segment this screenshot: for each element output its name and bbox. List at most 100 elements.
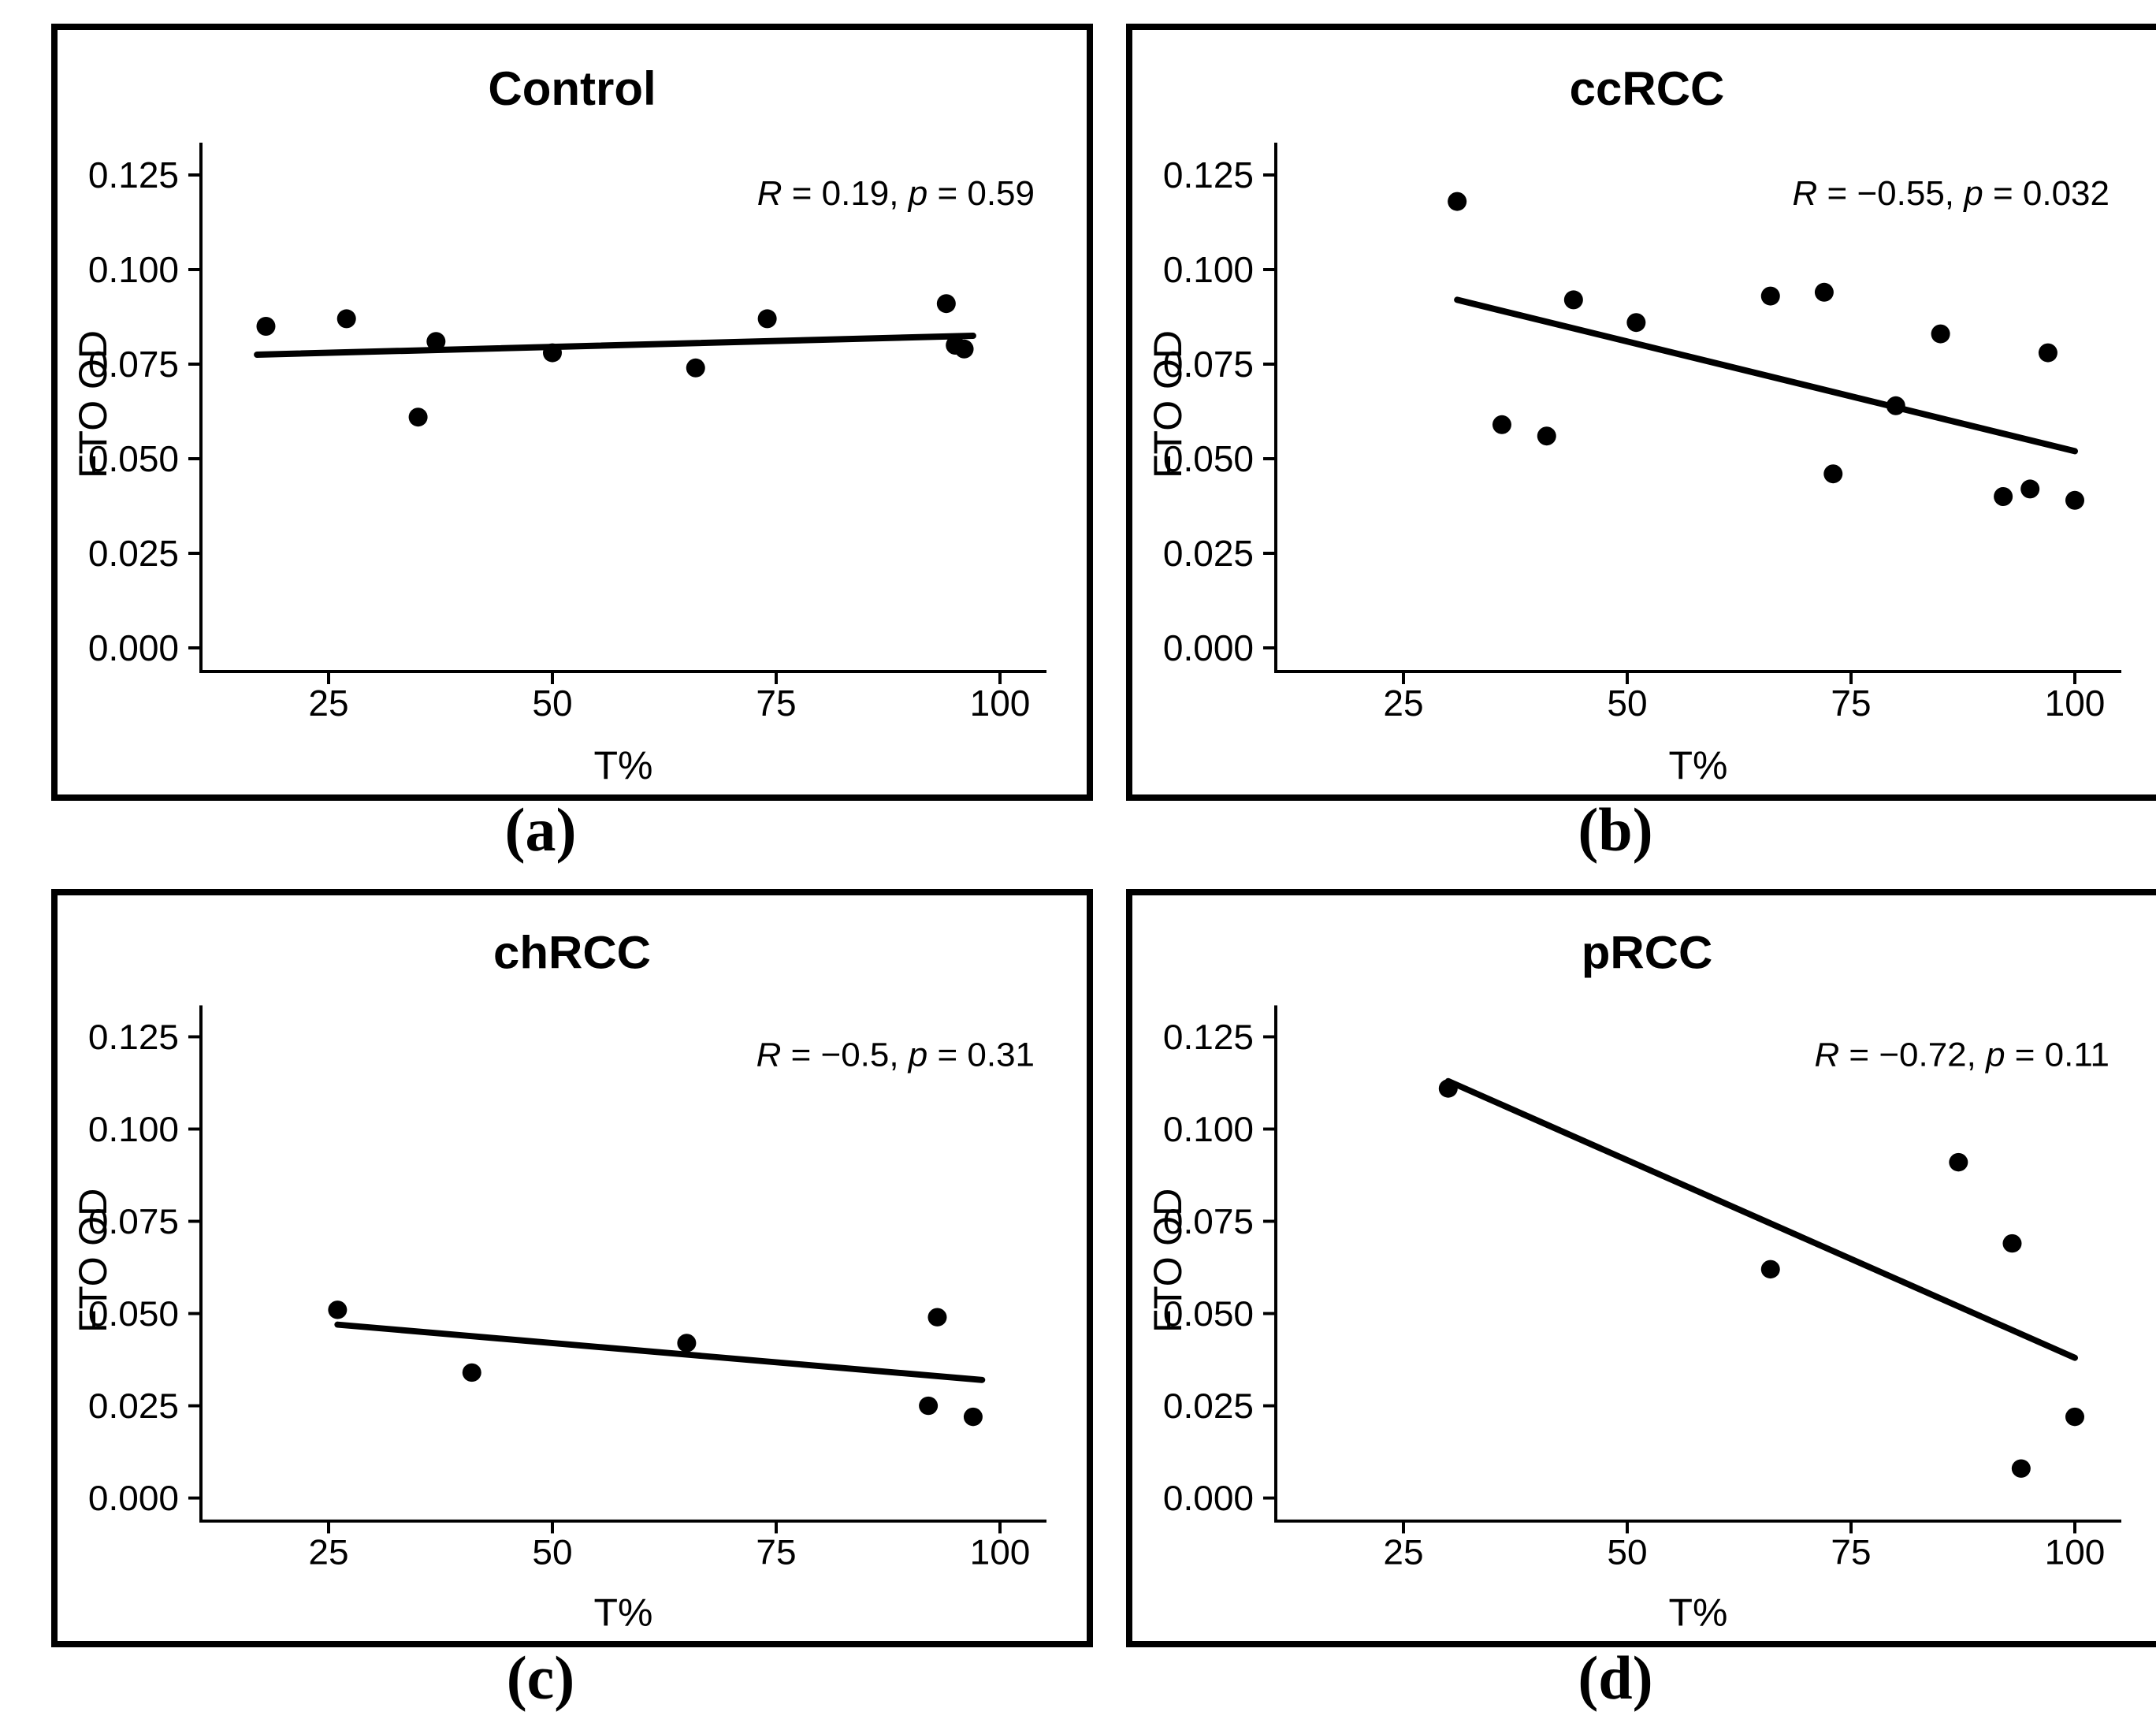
data-point — [328, 1300, 348, 1319]
data-point — [1537, 426, 1556, 446]
data-point — [462, 1363, 481, 1382]
y-axis-label: FTO OD — [1146, 1189, 1190, 1333]
chart-title: Control — [488, 62, 656, 115]
x-tick-label: 25 — [1383, 1532, 1423, 1572]
y-tick-label: 0.050 — [88, 1294, 179, 1334]
data-point — [757, 309, 777, 329]
data-point — [1949, 1152, 1968, 1172]
panel-caption-b: (b) — [1578, 795, 1653, 864]
chart-title: pRCC — [1582, 926, 1713, 978]
plot-area: 0.000 0.025 0.050 0.075 0.100 0.125 25 50 75 100 — [88, 1005, 1046, 1572]
y-axis-label: FTO OD — [71, 1189, 115, 1333]
y-tick-label: 0.100 — [1163, 1110, 1254, 1149]
chart-title: ccRCC — [1570, 62, 1725, 115]
stats-annotation: R = −0.72, p = 0.11 — [1814, 1036, 2110, 1074]
data-point — [1886, 396, 1905, 415]
data-point — [2065, 1407, 2084, 1427]
x-tick-label: 50 — [1607, 683, 1647, 724]
data-point — [2011, 1459, 2031, 1478]
x-tick-label: 25 — [1383, 683, 1423, 724]
panel-ccrcc: ccRCC R = −0.55, p = 0.032 FTO OD T% 0.0… — [1126, 24, 2156, 801]
plot-area: 0.000 0.025 0.050 0.075 0.100 0.125 25 50 75 100 — [1163, 143, 2121, 724]
data-point — [1448, 192, 1467, 211]
plot-area: 0.000 0.025 0.050 0.075 0.100 0.125 25 50 75 100 — [88, 143, 1046, 724]
data-point — [954, 339, 974, 359]
data-point — [336, 309, 356, 329]
x-tick-label: 100 — [970, 1532, 1031, 1572]
y-tick-label: 0.000 — [1163, 1479, 1254, 1518]
y-tick-label: 0.000 — [1163, 627, 1254, 668]
data-point — [1760, 286, 1780, 306]
data-point — [936, 294, 956, 314]
y-tick-label: 0.100 — [88, 1110, 179, 1149]
x-tick-label: 100 — [2045, 1532, 2106, 1572]
y-tick-label: 0.075 — [88, 344, 179, 385]
y-tick-label: 0.125 — [88, 154, 179, 195]
trend-line — [1444, 1077, 2078, 1361]
x-tick-label: 50 — [532, 683, 572, 724]
data-point — [677, 1334, 697, 1353]
x-tick-label: 50 — [532, 1532, 572, 1572]
x-tick-label: 25 — [308, 1532, 348, 1572]
x-axis-label: T% — [594, 1591, 653, 1634]
stats-annotation: R = −0.55, p = 0.032 — [1793, 174, 2110, 213]
y-axis-label: FTO OD — [71, 330, 115, 478]
trend-line — [254, 333, 976, 358]
y-tick-label: 0.050 — [88, 438, 179, 479]
x-axis-label: T% — [1669, 743, 1728, 787]
x-tick-label: 75 — [756, 1532, 796, 1572]
trend-line — [1454, 296, 2078, 455]
y-tick-label: 0.125 — [1163, 154, 1254, 195]
y-tick-label: 0.100 — [88, 249, 179, 290]
y-tick-label: 0.125 — [1163, 1018, 1254, 1057]
chart-title: chRCC — [493, 926, 651, 978]
data-point — [1760, 1260, 1780, 1279]
data-point — [426, 332, 446, 352]
x-tick-label: 75 — [1831, 1532, 1871, 1572]
x-tick-label: 50 — [1607, 1532, 1647, 1572]
x-tick-label: 100 — [2045, 683, 2106, 724]
data-point — [408, 407, 428, 427]
y-tick-label: 0.125 — [88, 1018, 179, 1057]
panel-caption-d: (d) — [1578, 1643, 1653, 1712]
data-point — [1814, 282, 1834, 302]
stats-annotation: R = 0.19, p = 0.59 — [757, 174, 1035, 213]
data-point — [2065, 490, 2084, 510]
x-axis-label: T% — [594, 743, 653, 787]
x-tick-label: 25 — [308, 683, 348, 724]
x-tick-label: 100 — [970, 683, 1031, 724]
x-tick-label: 75 — [1831, 683, 1871, 724]
y-tick-label: 0.025 — [1163, 533, 1254, 574]
y-tick-label: 0.025 — [1163, 1386, 1254, 1426]
data-point — [2038, 343, 2057, 363]
panel-control: Control R = 0.19, p = 0.59 FTO OD T% 0.0… — [51, 24, 1093, 801]
data-point — [1626, 313, 1646, 333]
y-axis-label: FTO OD — [1146, 330, 1190, 478]
data-point — [927, 1308, 947, 1327]
panel-caption-c: (c) — [506, 1643, 575, 1712]
x-tick-label: 75 — [756, 683, 796, 724]
scatter-plot-prcc: pRCC R = −0.72, p = 0.11 FTO OD T% 0.000… — [1146, 926, 2121, 1634]
y-tick-label: 0.000 — [88, 627, 179, 668]
data-point — [686, 358, 705, 378]
x-axis-label: T% — [1669, 1591, 1728, 1634]
data-point — [256, 317, 276, 336]
data-point — [2002, 1234, 2022, 1253]
data-point — [1438, 1079, 1458, 1098]
y-tick-label: 0.075 — [88, 1202, 179, 1241]
data-point — [2020, 479, 2040, 499]
plot-area: 0.000 0.025 0.050 0.075 0.100 0.125 25 50 75 100 — [1163, 1005, 2121, 1572]
data-point — [1931, 324, 1950, 344]
data-point — [963, 1407, 983, 1427]
data-point — [919, 1396, 939, 1416]
scatter-plot-ccrcc: ccRCC R = −0.55, p = 0.032 FTO OD T% 0.0… — [1146, 62, 2121, 787]
data-point — [1994, 487, 2013, 506]
y-tick-label: 0.025 — [88, 1386, 179, 1426]
y-tick-label: 0.000 — [88, 1479, 179, 1518]
panel-prcc: pRCC R = −0.72, p = 0.11 FTO OD T% 0.000… — [1126, 889, 2156, 1647]
stats-annotation: R = −0.5, p = 0.31 — [756, 1036, 1035, 1074]
data-point — [1563, 290, 1583, 310]
trend-line — [334, 1321, 986, 1383]
panel-chrcc: chRCC R = −0.5, p = 0.31 FTO OD T% 0.000… — [51, 889, 1093, 1647]
scatter-plot-control: Control R = 0.19, p = 0.59 FTO OD T% 0.0… — [71, 62, 1046, 787]
